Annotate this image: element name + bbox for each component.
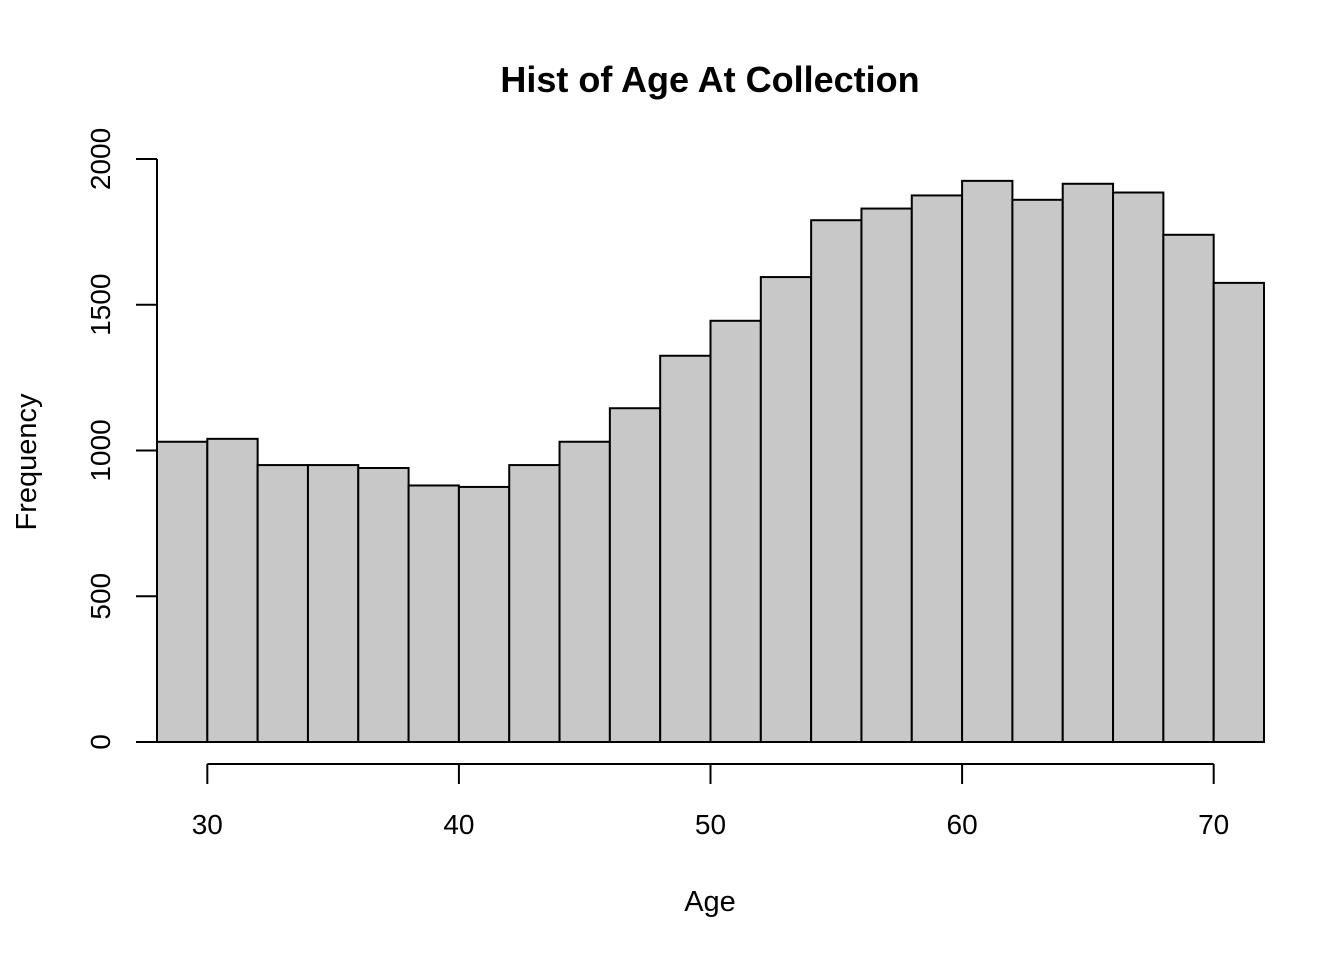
histogram-bar	[860, 207, 913, 743]
histogram-bar	[910, 194, 964, 743]
histogram-bar	[759, 276, 813, 743]
histogram-bar	[256, 464, 309, 743]
x-axis-label: Age	[684, 886, 736, 918]
histogram-bar	[709, 319, 762, 743]
histogram-bar	[306, 464, 360, 743]
y-tick-label: 0	[85, 734, 116, 750]
y-tick-label: 2000	[85, 128, 116, 190]
histogram-bar	[156, 440, 209, 743]
y-tick-label: 1500	[85, 274, 116, 336]
histogram-bar	[1011, 198, 1064, 743]
histogram-bar	[1212, 281, 1265, 743]
y-axis-label: Frequency	[11, 393, 43, 531]
histogram-bar	[608, 407, 662, 743]
histogram-bar	[457, 485, 511, 743]
y-axis: 0 500 1000 1500 2000	[85, 128, 158, 750]
y-tick-label: 1000	[85, 419, 116, 481]
y-tick-label: 500	[85, 573, 116, 620]
histogram-bar	[810, 219, 863, 743]
histogram-bar	[407, 484, 460, 743]
x-tick-label: 40	[443, 809, 474, 840]
histogram-bar	[558, 440, 611, 743]
histogram-bar	[961, 179, 1014, 744]
histogram-bar	[1112, 191, 1165, 743]
bars-group	[156, 179, 1265, 744]
histogram-bar	[1061, 182, 1115, 743]
x-tick-label: 60	[947, 809, 978, 840]
histogram-bar	[1162, 233, 1215, 743]
x-tick-label: 30	[192, 809, 223, 840]
histogram-bar	[508, 464, 561, 743]
histogram-bar	[206, 437, 259, 743]
chart-title: Hist of Age At Collection	[500, 59, 919, 100]
x-tick-label: 70	[1198, 809, 1229, 840]
x-axis: 30 40 50 60 70	[192, 763, 1229, 840]
histogram-bar	[659, 354, 712, 743]
x-tick-label: 50	[695, 809, 726, 840]
histogram-bar	[357, 466, 410, 743]
